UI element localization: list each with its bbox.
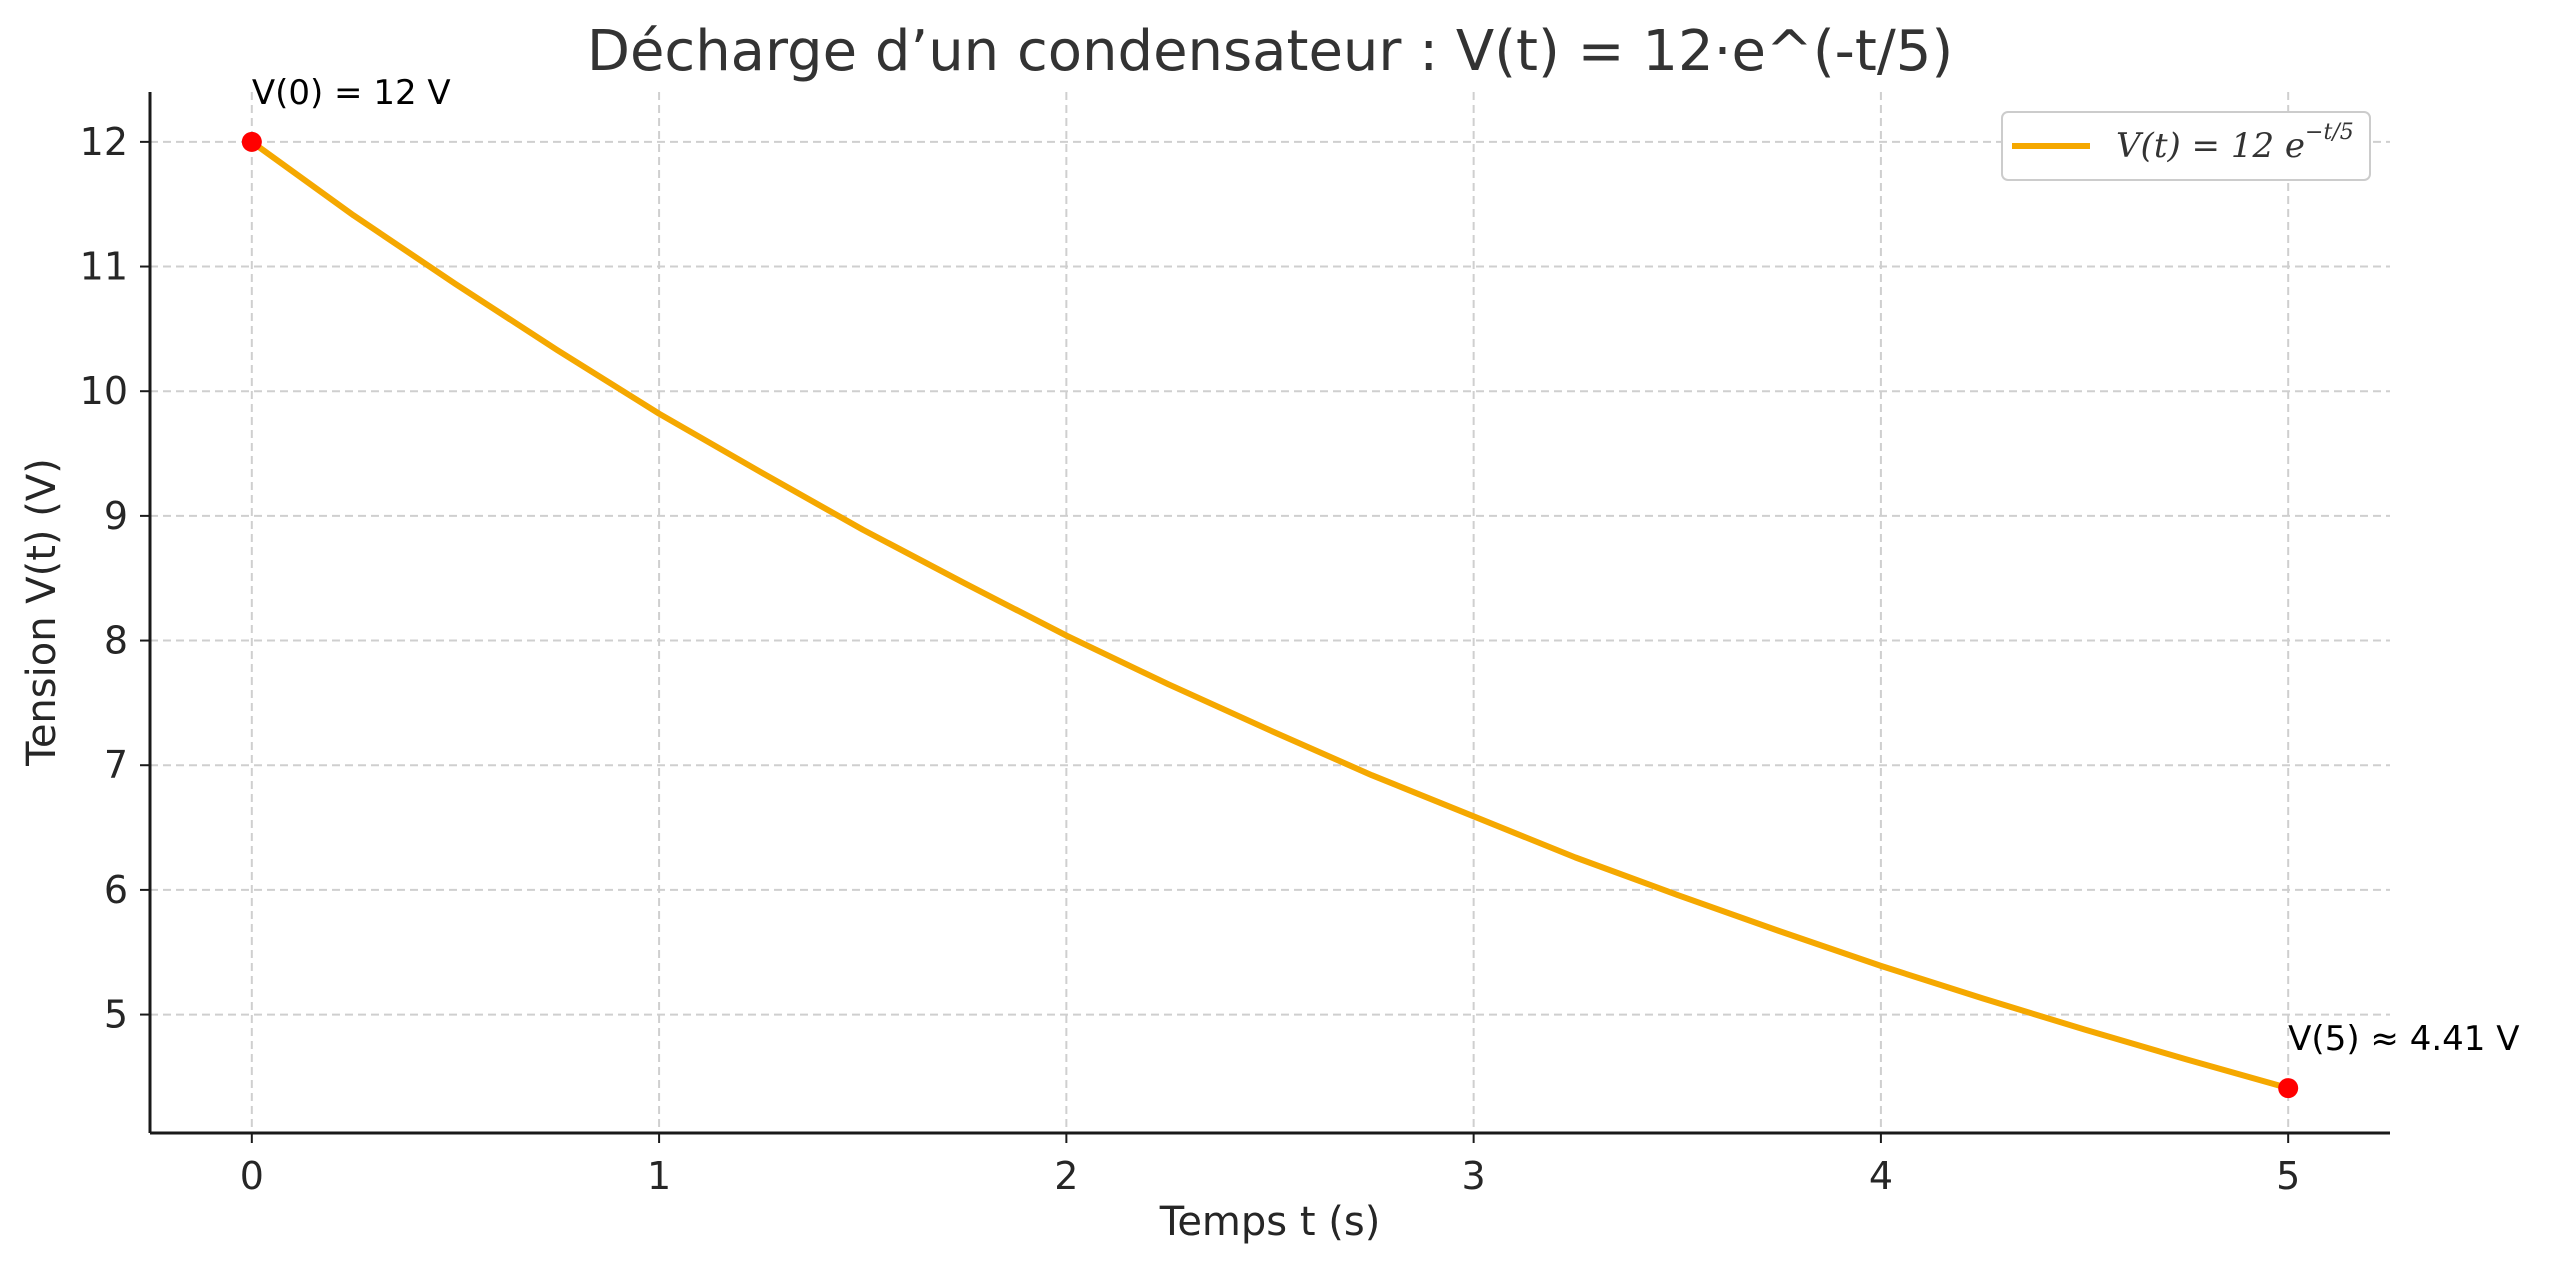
x-tick-label: 2 bbox=[1054, 1154, 1078, 1198]
x-tick-label: 0 bbox=[240, 1154, 264, 1198]
highlight-point bbox=[2278, 1078, 2299, 1099]
chart-title: Décharge d’un condensateur : V(t) = 12·e… bbox=[587, 19, 1953, 84]
legend-label-main: V(t) = 12 e bbox=[2116, 126, 2305, 166]
x-axis-label: Temps t (s) bbox=[1159, 1199, 1381, 1245]
x-tick-label: 3 bbox=[1462, 1154, 1486, 1198]
y-tick-label: 5 bbox=[104, 993, 128, 1037]
y-tick-label: 7 bbox=[104, 743, 128, 787]
points-layer: V(0) = 12 V V(5) ≈ 4.41 V bbox=[241, 73, 2519, 1099]
y-tick-label: 11 bbox=[80, 245, 128, 289]
x-tick-label: 4 bbox=[1869, 1154, 1893, 1198]
x-tick-label: 5 bbox=[2276, 1154, 2300, 1198]
y-tick-label: 12 bbox=[80, 120, 128, 164]
y-tick-label: 9 bbox=[104, 494, 128, 538]
y-tick-label: 10 bbox=[80, 369, 128, 413]
series-layer bbox=[248, 138, 2292, 1092]
legend-label: V(t) = 12 e−t/5 bbox=[2116, 120, 2354, 166]
y-tick-label: 8 bbox=[104, 619, 128, 663]
legend-box bbox=[2001, 111, 2371, 181]
y-axis-label: Tension V(t) (V) bbox=[19, 458, 65, 767]
point-annotation: V(5) ≈ 4.41 V bbox=[2288, 1019, 2519, 1059]
x-tick-label: 1 bbox=[647, 1154, 671, 1198]
legend: V(t) = 12 e−t/5 bbox=[2001, 111, 2371, 181]
axes bbox=[148, 92, 2390, 1135]
series-line bbox=[248, 138, 2292, 1092]
point-annotation: V(0) = 12 V bbox=[252, 73, 451, 113]
highlight-point bbox=[241, 131, 262, 152]
grid bbox=[150, 92, 2390, 1133]
y-tick-label: 6 bbox=[104, 868, 128, 912]
legend-label-exponent: −t/5 bbox=[2305, 120, 2354, 145]
